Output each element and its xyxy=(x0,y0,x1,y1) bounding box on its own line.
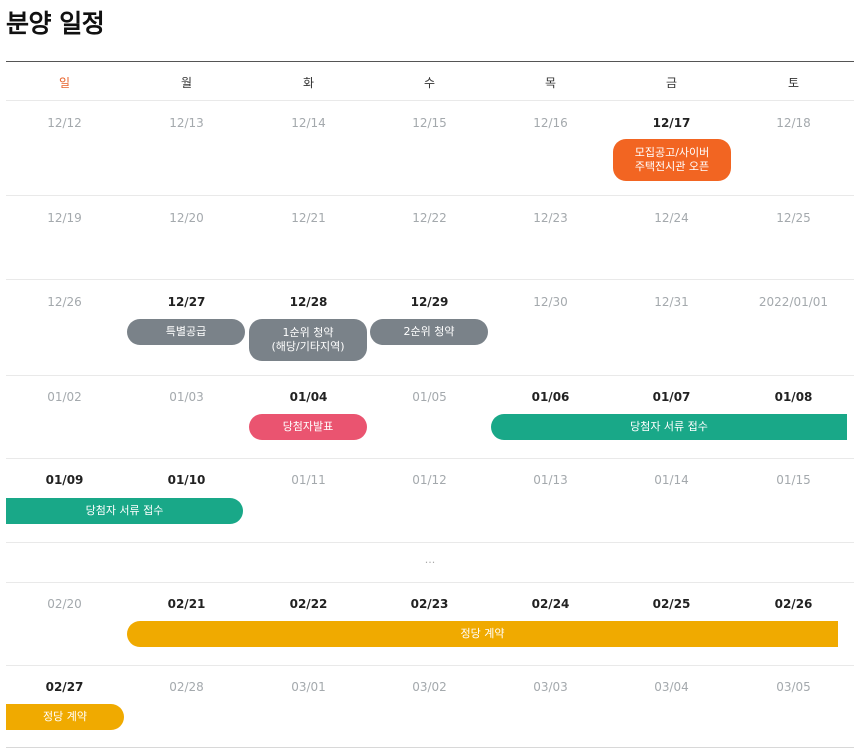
date-cell: 12/31 xyxy=(654,295,689,309)
date-cell: 03/05 xyxy=(776,680,811,694)
weekday-sat: 토 xyxy=(787,76,800,90)
date-cell: 12/14 xyxy=(291,116,326,130)
row-divider xyxy=(6,375,854,376)
weekday-wed: 수 xyxy=(423,76,436,90)
date-cell-highlighted: 02/24 xyxy=(531,597,570,611)
date-cell: 12/18 xyxy=(776,116,811,130)
date-cell: 01/05 xyxy=(412,390,447,404)
date-cell: 12/19 xyxy=(47,211,82,225)
date-cell-highlighted: 12/28 xyxy=(289,295,328,309)
date-cell: 12/16 xyxy=(533,116,568,130)
date-cell-highlighted: 02/22 xyxy=(289,597,328,611)
date-cell: 01/14 xyxy=(654,473,689,487)
date-cell: 12/24 xyxy=(654,211,689,225)
date-cell-highlighted: 01/08 xyxy=(774,390,813,404)
event-document-submission-continued[interactable]: 당첨자 서류 접수 xyxy=(6,498,243,524)
date-cell: 03/04 xyxy=(654,680,689,694)
date-cell-highlighted: 12/17 xyxy=(652,116,691,130)
row-divider xyxy=(6,665,854,666)
event-winner-announcement[interactable]: 당첨자발표 xyxy=(249,414,367,440)
date-cell: 12/26 xyxy=(47,295,82,309)
date-cell: 03/03 xyxy=(533,680,568,694)
row-divider xyxy=(6,542,854,543)
date-cell: 12/22 xyxy=(412,211,447,225)
date-cell: 12/12 xyxy=(47,116,82,130)
date-cell-highlighted: 01/09 xyxy=(45,473,84,487)
date-cell: 01/02 xyxy=(47,390,82,404)
date-cell: 03/01 xyxy=(291,680,326,694)
date-cell: 12/20 xyxy=(169,211,204,225)
row-divider xyxy=(6,458,854,459)
skipped-weeks-marker: ... xyxy=(424,553,436,566)
calendar-bottom-border xyxy=(6,747,854,748)
date-cell-highlighted: 02/25 xyxy=(652,597,691,611)
weekday-tue: 화 xyxy=(302,76,315,90)
weekday-thu: 목 xyxy=(544,76,557,90)
date-cell: 02/28 xyxy=(169,680,204,694)
event-announcement-open[interactable]: 모집공고/사이버 주택전시관 오픈 xyxy=(613,139,731,181)
row-divider xyxy=(6,100,854,101)
date-cell: 12/21 xyxy=(291,211,326,225)
weekday-sun: 일 xyxy=(58,76,71,90)
date-cell: 12/13 xyxy=(169,116,204,130)
date-cell-highlighted: 01/07 xyxy=(652,390,691,404)
date-cell: 01/11 xyxy=(291,473,326,487)
date-cell-highlighted: 12/27 xyxy=(167,295,206,309)
date-cell: 03/02 xyxy=(412,680,447,694)
header-divider xyxy=(6,61,854,62)
date-cell: 12/25 xyxy=(776,211,811,225)
date-cell: 12/23 xyxy=(533,211,568,225)
event-document-submission[interactable]: 당첨자 서류 접수 xyxy=(491,414,847,440)
date-cell: 01/12 xyxy=(412,473,447,487)
event-contract[interactable]: 정당 계약 xyxy=(127,621,838,647)
date-cell: 01/13 xyxy=(533,473,568,487)
date-cell-highlighted: 02/23 xyxy=(410,597,449,611)
event-second-priority[interactable]: 2순위 청약 xyxy=(370,319,488,345)
date-cell-highlighted: 02/27 xyxy=(45,680,84,694)
date-cell-highlighted: 02/21 xyxy=(167,597,206,611)
date-cell: 2022/01/01 xyxy=(758,295,829,309)
weekday-mon: 월 xyxy=(180,76,193,90)
row-divider xyxy=(6,195,854,196)
date-cell-highlighted: 01/04 xyxy=(289,390,328,404)
date-cell-highlighted: 12/29 xyxy=(410,295,449,309)
event-special-supply[interactable]: 특별공급 xyxy=(127,319,245,345)
date-cell: 12/30 xyxy=(533,295,568,309)
event-first-priority[interactable]: 1순위 청약 (해당/기타지역) xyxy=(249,319,367,361)
date-cell-highlighted: 01/06 xyxy=(531,390,570,404)
row-divider xyxy=(6,279,854,280)
date-cell: 12/15 xyxy=(412,116,447,130)
date-cell: 01/03 xyxy=(169,390,204,404)
row-divider xyxy=(6,582,854,583)
page-title: 분양 일정 xyxy=(6,9,105,38)
date-cell-highlighted: 02/26 xyxy=(774,597,813,611)
event-contract-continued[interactable]: 정당 계약 xyxy=(6,704,124,730)
date-cell: 02/20 xyxy=(47,597,82,611)
weekday-fri: 금 xyxy=(665,76,678,90)
date-cell-highlighted: 01/10 xyxy=(167,473,206,487)
date-cell: 01/15 xyxy=(776,473,811,487)
